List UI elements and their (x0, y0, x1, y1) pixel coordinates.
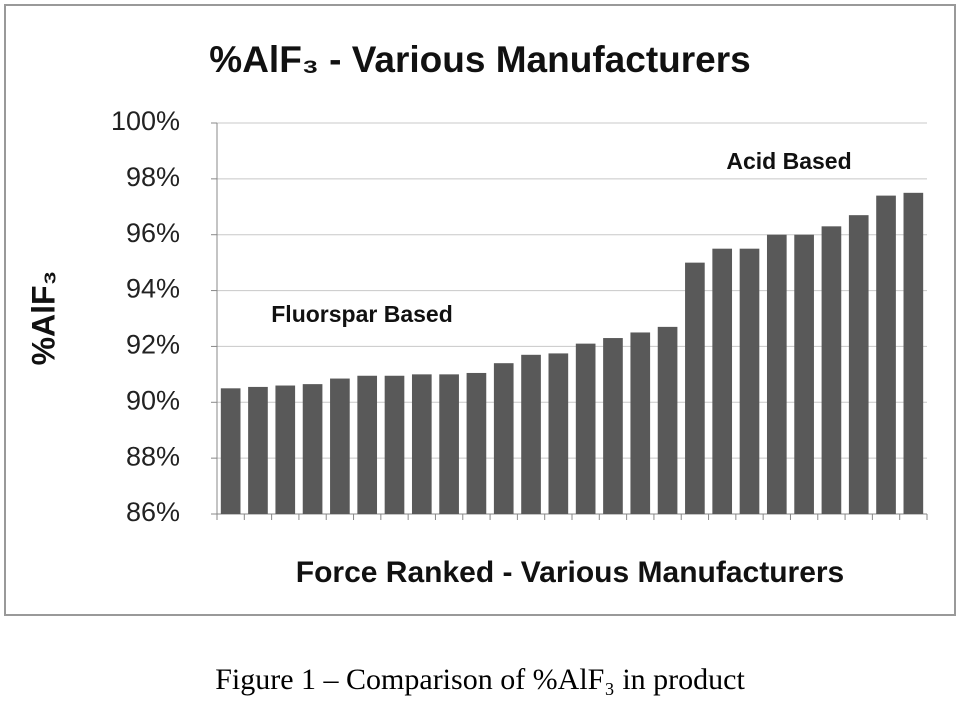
chart-title: %AlF₃ - Various Manufacturers (209, 39, 750, 80)
bar (411, 374, 432, 514)
annotation: Fluorspar Based (271, 301, 453, 327)
y-tick-label: 100% (111, 106, 180, 136)
bar (357, 375, 378, 514)
y-tick-label: 92% (126, 330, 180, 360)
y-tick-label: 90% (126, 385, 180, 415)
x-axis-label: Force Ranked - Various Manufacturers (296, 556, 845, 589)
bar (657, 326, 678, 514)
caption: Figure 1 – Comparison of %AlF₃ in produc… (215, 663, 745, 696)
bar (685, 262, 705, 514)
bar (630, 332, 651, 514)
bar (575, 343, 596, 514)
bar (848, 215, 869, 514)
annotation: Acid Based (726, 148, 851, 174)
bar (739, 248, 760, 514)
bar (275, 385, 296, 514)
y-tick-label: 98% (126, 162, 180, 192)
bar (220, 388, 241, 514)
bar (439, 374, 459, 514)
y-tick-label: 88% (126, 441, 180, 471)
y-tick-label: 96% (126, 218, 180, 248)
y-tick-label: 86% (126, 497, 180, 527)
bar (603, 338, 623, 514)
bar (712, 248, 733, 514)
bar (903, 192, 924, 515)
bar (766, 234, 787, 514)
bar (466, 372, 487, 514)
bar (384, 375, 405, 514)
bar (794, 234, 814, 514)
bar (521, 354, 541, 514)
bar (493, 363, 514, 514)
bar (548, 353, 569, 514)
y-axis-label: %AlF₃ (25, 271, 61, 366)
bar (302, 384, 323, 514)
bar (876, 195, 896, 514)
bar (330, 378, 350, 514)
bar (821, 226, 842, 515)
y-tick-label: 94% (126, 274, 180, 304)
bar (248, 386, 268, 514)
